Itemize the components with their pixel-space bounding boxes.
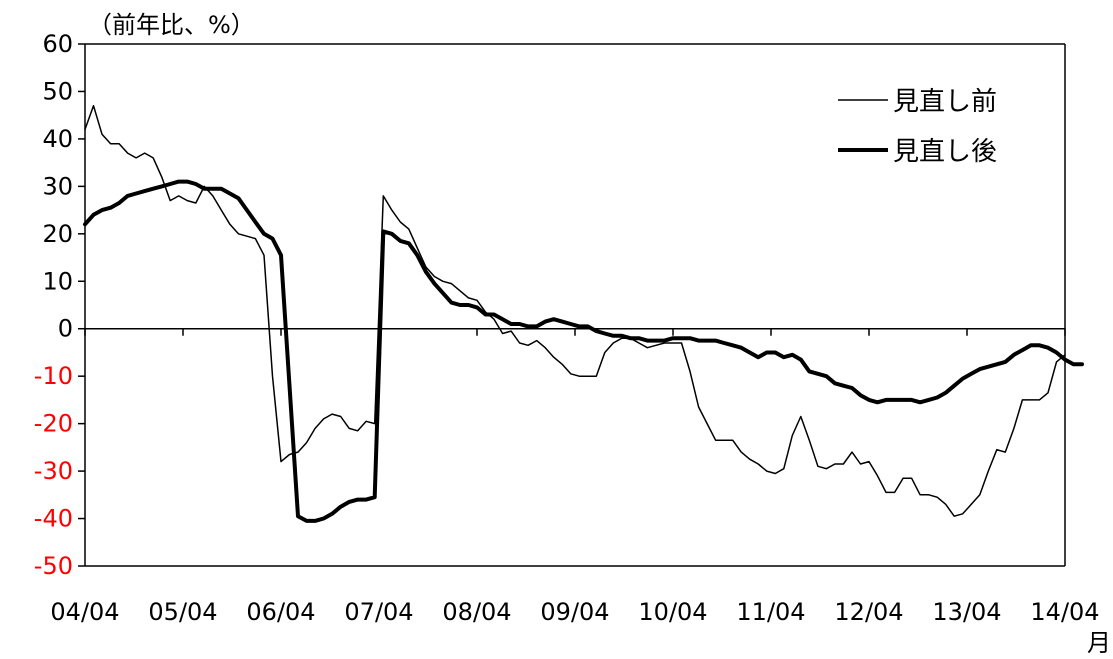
- y-tick-label: 40: [42, 125, 73, 153]
- y-tick-label: 50: [42, 77, 73, 105]
- legend-label-2: 見直し後: [893, 137, 997, 167]
- y-tick-label: 20: [42, 220, 73, 248]
- y-tick-label: 10: [42, 267, 73, 295]
- x-tick-label: 08/04: [442, 598, 511, 626]
- y-unit-label: （前年比、%）: [88, 11, 255, 39]
- y-axis-ticks: 60 50 40 30 20 10 0 -10 -20 -30 -40 -50: [34, 30, 85, 580]
- x-tick-label: 04/04: [50, 598, 119, 626]
- series-layer: [83, 104, 1084, 523]
- x-tick-label: 12/04: [834, 598, 903, 626]
- legend-label-1: 見直し前: [893, 87, 997, 117]
- x-tick-label: 14/04: [1030, 598, 1099, 626]
- y-tick-label: -20: [34, 410, 73, 438]
- series-line-2: [83, 179, 1084, 523]
- x-tick-label: 13/04: [932, 598, 1001, 626]
- series-line-1: [84, 104, 1066, 517]
- x-tick-label: 07/04: [344, 598, 413, 626]
- y-tick-label: -10: [34, 362, 73, 390]
- x-tick-label: 05/04: [148, 598, 217, 626]
- y-tick-label: 0: [58, 315, 73, 343]
- y-tick-label: -40: [34, 505, 73, 533]
- x-unit-label: 月: [1087, 629, 1111, 657]
- y-tick-label: -50: [34, 552, 73, 580]
- x-axis-ticks: 04/04 05/04 06/04 07/04 08/04 09/04 10/04 11/04…: [50, 328, 1100, 626]
- y-tick-label: 60: [42, 30, 73, 58]
- x-tick-label: 06/04: [246, 598, 315, 626]
- x-tick-label: 09/04: [540, 598, 609, 626]
- y-tick-label: 30: [42, 172, 73, 200]
- x-tick-label: 10/04: [638, 598, 707, 626]
- x-tick-label: 11/04: [736, 598, 805, 626]
- y-tick-label: -30: [34, 457, 73, 485]
